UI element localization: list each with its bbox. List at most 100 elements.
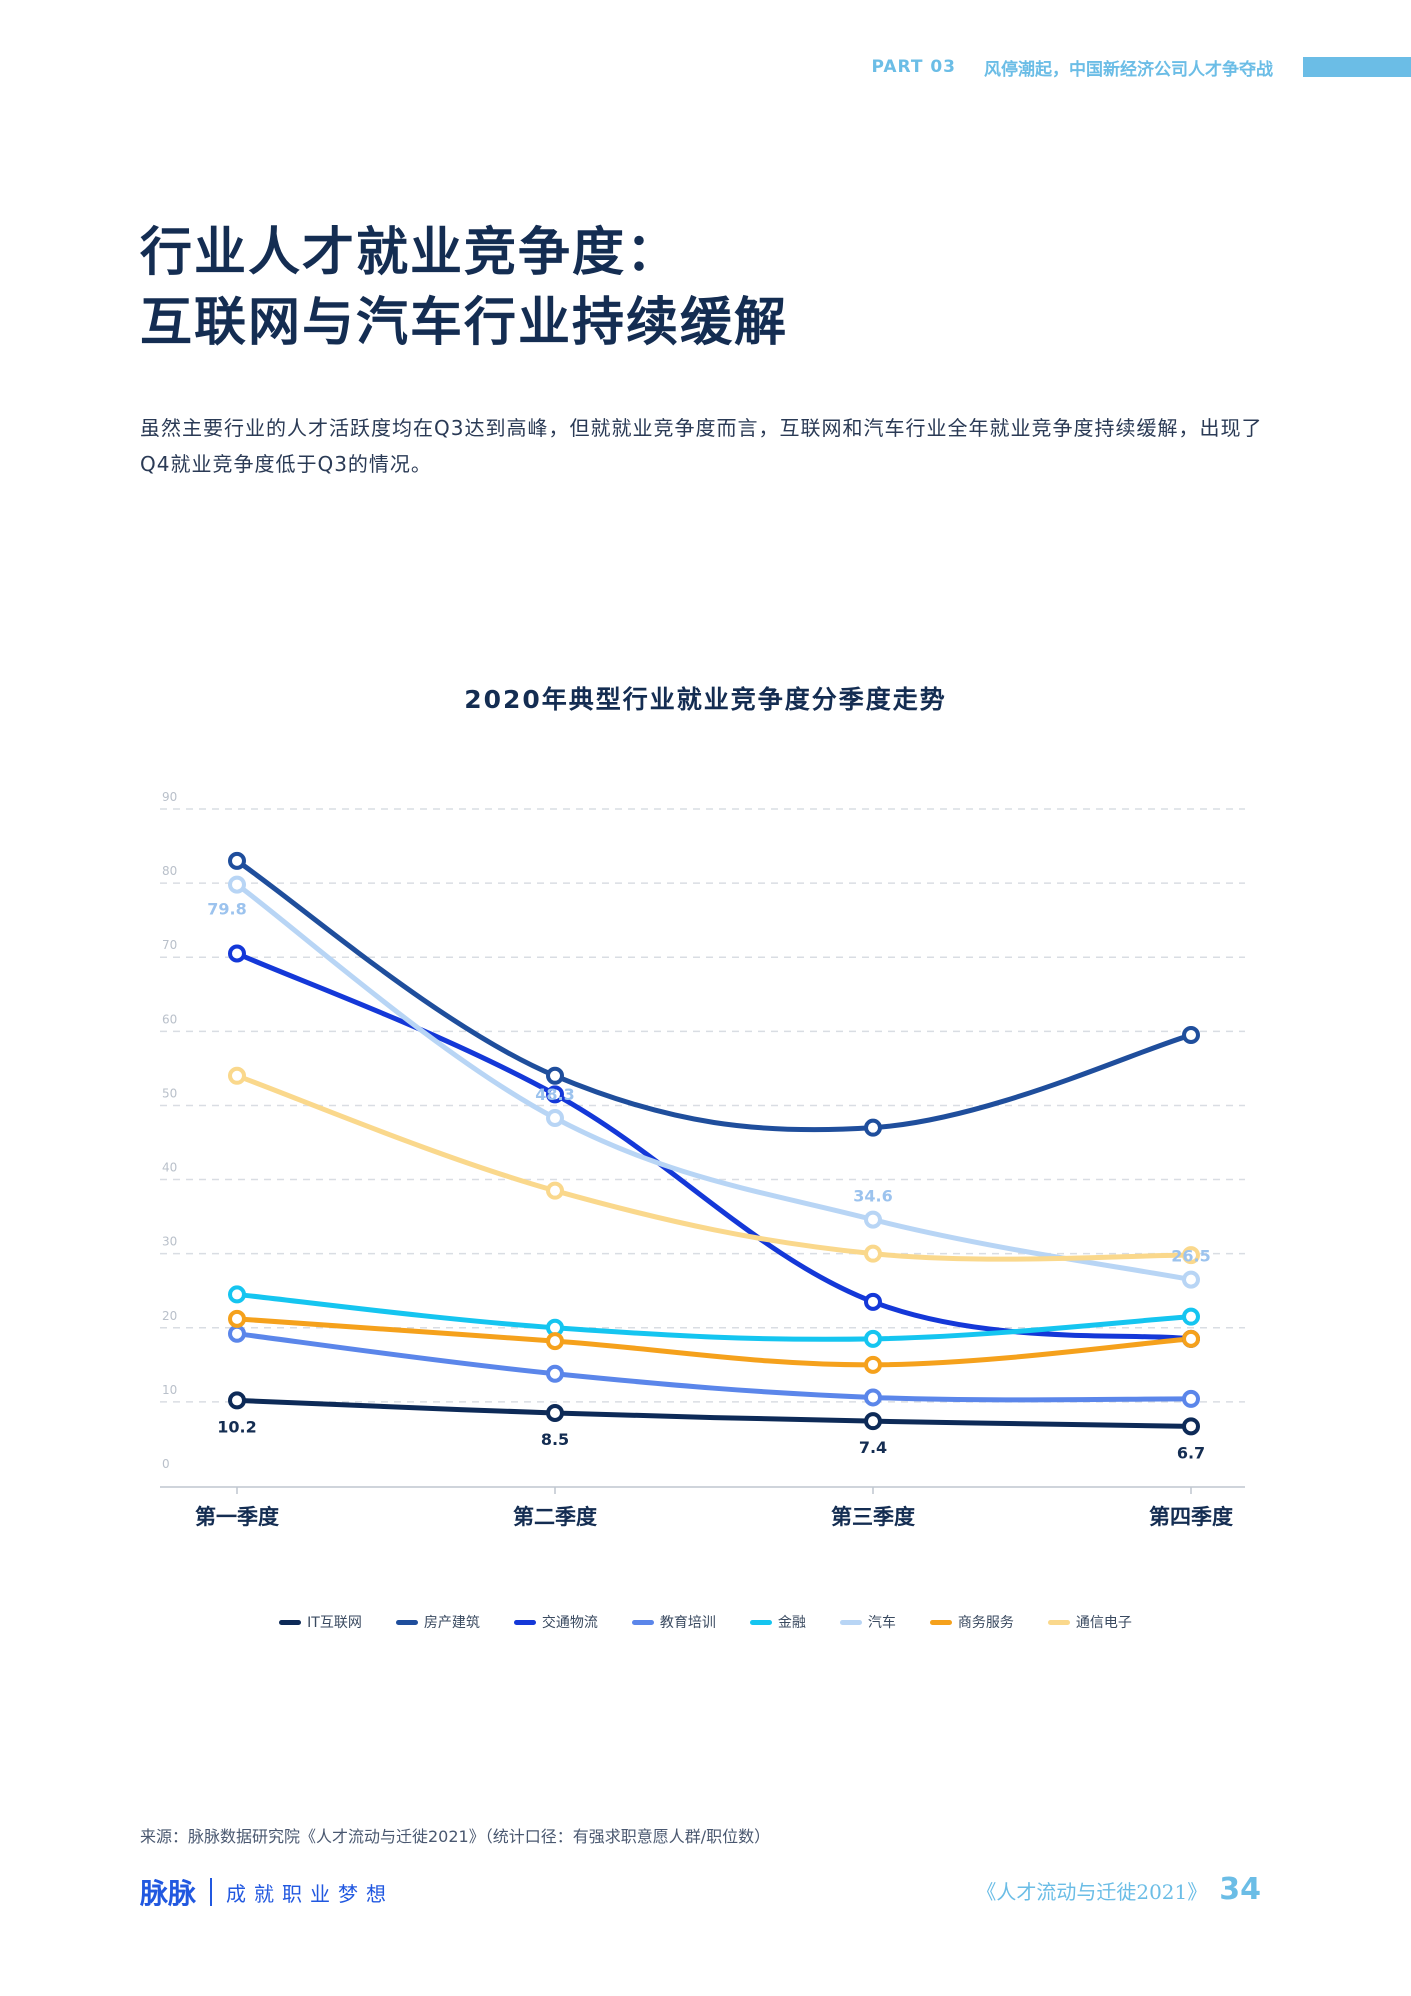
data-point xyxy=(546,1066,564,1085)
legend-label: 金融 xyxy=(777,1615,806,1631)
legend-label: 交通物流 xyxy=(541,1615,598,1631)
legend-item: 通信电子 xyxy=(1047,1612,1132,1632)
y-tick-label: 20 xyxy=(162,1309,177,1323)
series-line xyxy=(234,951,1194,1342)
series-line xyxy=(234,1291,1194,1342)
series-line xyxy=(234,882,1194,1283)
data-label: 10.2 xyxy=(217,1417,256,1436)
x-tick-label: 第一季度 xyxy=(195,1505,279,1529)
data-point xyxy=(1182,1329,1200,1348)
data-point xyxy=(864,1118,882,1137)
header-bar: PART 03 风停潮起，中国新经济公司人才争夺战 xyxy=(871,56,1411,80)
y-tick-label: 80 xyxy=(162,864,177,878)
legend-label: 通信电子 xyxy=(1075,1615,1132,1631)
data-point xyxy=(864,1329,882,1348)
legend-swatch xyxy=(839,1619,862,1625)
page-footer: 《人才流动与迁徙2021》 34 xyxy=(976,1872,1261,1907)
header-accent-block xyxy=(1303,57,1411,77)
data-label: 34.6 xyxy=(853,1187,892,1206)
section-topic: 风停潮起，中国新经济公司人才争夺战 xyxy=(984,59,1273,80)
data-point xyxy=(228,1324,246,1343)
data-point xyxy=(228,851,246,870)
data-point xyxy=(546,1181,564,1200)
source-note: 来源：脉脉数据研究院《人才流动与迁徙2021》（统计口径：有强求职意愿人群/职位… xyxy=(140,1827,771,1846)
series-line xyxy=(234,1073,1194,1262)
y-tick-label: 60 xyxy=(162,1012,177,1026)
legend-swatch xyxy=(929,1619,952,1625)
brand-footer: 脉脉 成就职业梦想 xyxy=(140,1872,394,1912)
data-point xyxy=(228,1309,246,1328)
data-point xyxy=(546,1085,564,1104)
legend-item: 金融 xyxy=(749,1612,806,1632)
data-label: 48.3 xyxy=(535,1085,574,1104)
legend-label: 教育培训 xyxy=(659,1615,716,1631)
data-point xyxy=(864,1412,882,1431)
legend-swatch xyxy=(395,1619,418,1625)
data-point xyxy=(546,1109,564,1128)
y-tick-label: 40 xyxy=(162,1161,177,1175)
data-label: 79.8 xyxy=(207,900,246,919)
legend-label: 房产建筑 xyxy=(423,1615,480,1631)
title-line-1: 行业人才就业竞争度： xyxy=(140,222,681,283)
data-point xyxy=(228,1391,246,1410)
legend-label: IT互联网 xyxy=(307,1615,362,1631)
y-tick-label: 10 xyxy=(162,1383,177,1397)
part-label: PART 03 xyxy=(871,57,956,77)
brand-slogan: 成就职业梦想 xyxy=(226,1881,395,1906)
data-point xyxy=(1182,1389,1200,1408)
data-point xyxy=(546,1404,564,1423)
legend-swatch xyxy=(513,1619,536,1625)
legend-item: 交通物流 xyxy=(513,1612,598,1632)
y-tick-label: 30 xyxy=(162,1235,177,1249)
page-title: 行业人才就业竞争度： 互联网与汽车行业持续缓解 xyxy=(140,218,788,358)
series-line xyxy=(234,1316,1194,1368)
brand-divider xyxy=(210,1878,213,1906)
legend-item: 教育培训 xyxy=(631,1612,716,1632)
data-point xyxy=(864,1210,882,1229)
data-point xyxy=(1182,1246,1200,1265)
legend-item: 汽车 xyxy=(839,1612,896,1632)
legend-swatch xyxy=(631,1619,654,1625)
legend-swatch xyxy=(749,1619,772,1625)
brand-logo: 脉脉 xyxy=(140,1877,197,1910)
data-point xyxy=(228,1066,246,1085)
legend-item: 房产建筑 xyxy=(395,1612,480,1632)
data-point xyxy=(1182,1307,1200,1326)
data-point xyxy=(864,1292,882,1311)
data-label: 26.5 xyxy=(1171,1247,1210,1266)
report-name: 《人才流动与迁徙2021》 xyxy=(976,1880,1208,1904)
series-line xyxy=(234,1397,1194,1429)
y-tick-label: 50 xyxy=(162,1086,177,1100)
legend-label: 商务服务 xyxy=(957,1615,1014,1631)
data-point xyxy=(864,1355,882,1374)
x-tick-label: 第三季度 xyxy=(831,1505,915,1529)
chart-title: 2020年典型行业就业竞争度分季度走势 xyxy=(464,685,947,714)
line-chart: 0 10 20 30 40 50 60 70 80 90 第一季度 第二季度 第三季度 第四季度 10.2 8… xyxy=(160,790,1245,1529)
x-tick-label: 第四季度 xyxy=(1149,1505,1233,1529)
legend-item: IT互联网 xyxy=(279,1612,362,1632)
data-label: 7.4 xyxy=(859,1438,887,1457)
data-point xyxy=(1182,1417,1200,1436)
data-point xyxy=(864,1388,882,1407)
data-point xyxy=(228,944,246,963)
title-line-2: 互联网与汽车行业持续缓解 xyxy=(140,292,789,353)
data-label: 8.5 xyxy=(541,1430,569,1449)
y-tick-label: 90 xyxy=(162,790,177,804)
data-point xyxy=(546,1364,564,1383)
series-line xyxy=(234,858,1194,1133)
data-point xyxy=(228,875,246,894)
x-tick-label: 第二季度 xyxy=(513,1505,597,1529)
data-point xyxy=(1182,1270,1200,1289)
series-line xyxy=(234,1331,1194,1403)
legend-item: 商务服务 xyxy=(929,1612,1014,1632)
legend-swatch xyxy=(1047,1619,1070,1625)
chart-legend: IT互联网 房产建筑 交通物流 教育培训 金融 汽车 商务服务 通信电子 xyxy=(0,1612,1411,1632)
page-number: 34 xyxy=(1219,1872,1261,1907)
data-label: 6.7 xyxy=(1177,1443,1205,1462)
legend-swatch xyxy=(279,1619,302,1625)
legend-label: 汽车 xyxy=(867,1615,896,1631)
data-point xyxy=(1182,1026,1200,1045)
y-tick-label: 0 xyxy=(162,1457,170,1471)
data-point xyxy=(864,1244,882,1263)
y-tick-label: 70 xyxy=(162,938,177,952)
